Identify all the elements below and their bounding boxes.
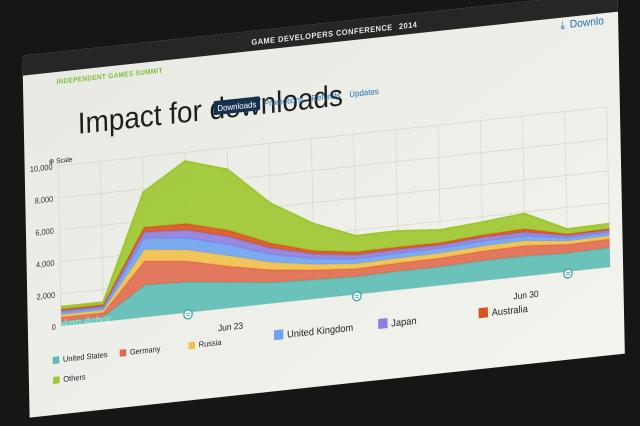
event-marker-icon[interactable] xyxy=(352,291,362,302)
legend-swatch xyxy=(188,341,196,350)
legend-swatch xyxy=(52,356,60,365)
series-area-0[interactable] xyxy=(61,235,611,326)
legend-swatch xyxy=(119,349,127,357)
legend-swatch xyxy=(53,376,60,385)
tab-updates[interactable]: Updates xyxy=(349,87,379,99)
tab-downloads[interactable]: Downloads xyxy=(217,100,256,113)
y-axis: 0 2,000 4,000 6,000 8,000 10,000 xyxy=(30,162,56,332)
tab-refunds[interactable]: Refunds xyxy=(311,91,341,103)
legend-item[interactable]: Russia xyxy=(188,338,222,351)
series-area-3[interactable] xyxy=(60,189,610,315)
tab-promotions[interactable]: Promotions xyxy=(264,95,304,109)
legend-swatch xyxy=(478,307,489,319)
legend-label: Germany xyxy=(130,344,161,357)
legend-swatch xyxy=(273,329,284,341)
event-marker-icon[interactable] xyxy=(183,309,193,320)
event-markers xyxy=(183,268,573,320)
legend-label: Japan xyxy=(391,316,417,330)
legend-label: Australia xyxy=(492,304,529,319)
tab-bar: Downloads Promotions Refunds Updates xyxy=(213,87,379,116)
watermark-text: Ann Arbor xyxy=(60,312,112,331)
series-area-1[interactable] xyxy=(60,211,610,322)
header-bar xyxy=(22,0,619,76)
event-marker-icon[interactable] xyxy=(563,268,573,279)
gridline-x xyxy=(99,161,104,322)
y-tick-label: 8,000 xyxy=(35,194,54,205)
series-area-2[interactable] xyxy=(60,200,610,318)
x-tick-label: Jun 30 xyxy=(513,288,538,301)
legend-item[interactable]: Japan xyxy=(378,315,417,331)
series-line-6 xyxy=(60,160,610,308)
y-tick-label: 2,000 xyxy=(36,290,55,301)
legend-item[interactable]: Others xyxy=(53,372,86,385)
y-tick-label: 0 xyxy=(52,322,56,332)
zoom-icon[interactable]: ⊕ xyxy=(49,158,55,166)
legend-item[interactable]: Germany xyxy=(119,344,161,358)
plot-area xyxy=(57,106,611,327)
download-icon[interactable]: ⤓ xyxy=(560,19,565,32)
gridline-y xyxy=(58,106,607,167)
scale-button[interactable]: Scale xyxy=(56,156,73,165)
y-tick-label: 4,000 xyxy=(36,258,55,269)
legend-swatch xyxy=(378,317,388,329)
x-axis: Jun 23 Jun 30 xyxy=(218,288,539,333)
gridline-x xyxy=(57,165,62,327)
series-area-6[interactable] xyxy=(58,116,610,310)
y-tick-label: 6,000 xyxy=(35,226,54,237)
tab-downloads-bg xyxy=(213,96,261,116)
y-tick-label: 10,000 xyxy=(30,162,53,174)
download-link[interactable]: Downlo xyxy=(570,15,604,31)
legend-label: Others xyxy=(63,372,86,384)
legend-item[interactable]: Australia xyxy=(478,303,529,320)
x-tick-label: Jun 23 xyxy=(218,320,243,333)
legend-label: Russia xyxy=(199,338,223,350)
